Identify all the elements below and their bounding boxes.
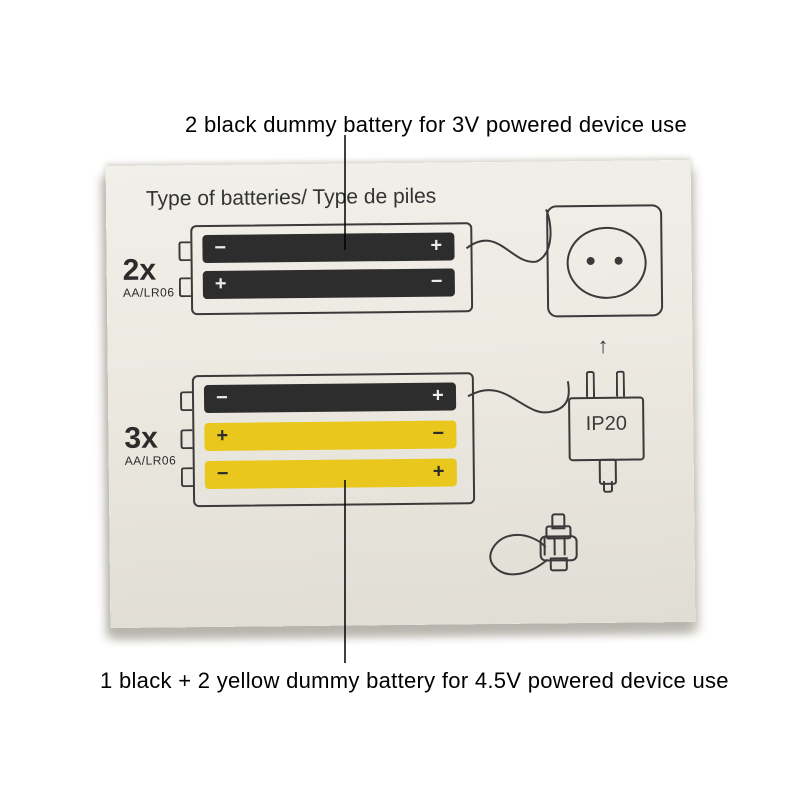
annotation-top: 2 black dummy battery for 3V powered dev… [185, 112, 687, 138]
adapter-jack-tip [603, 481, 613, 493]
count-label-3x: 3x AA/LR06 [124, 421, 176, 468]
outlet-ring [566, 226, 647, 299]
count-3x-big: 3x [124, 422, 158, 455]
battery-terminal [178, 241, 190, 261]
battery-cell-yellow: −+ [205, 458, 457, 489]
wall-outlet-icon [546, 204, 663, 317]
battery-cell-black: −+ [202, 232, 454, 263]
stage: 2 black dummy battery for 3V powered dev… [0, 0, 800, 800]
battery-terminal [179, 277, 191, 297]
battery-terminal [180, 429, 192, 449]
battery-cell-black: −+ [203, 268, 455, 299]
annotation-bottom: 1 black + 2 yellow dummy battery for 4.5… [100, 668, 729, 694]
power-adapter-icon: IP20 [568, 396, 645, 461]
outlet-hole [587, 257, 595, 265]
count-2x-spec: AA/LR06 [123, 285, 175, 300]
count-3x-spec: AA/LR06 [125, 453, 177, 468]
arrow-up-icon: ↑ [597, 333, 608, 359]
adapter-prong [586, 371, 595, 397]
adapter-prong [616, 371, 625, 397]
count-2x-big: 2x [123, 254, 157, 287]
paper-title: Type of batteries/ Type de piles [146, 185, 437, 212]
count-label-2x: 2x AA/LR06 [123, 253, 175, 300]
outlet-hole [615, 257, 623, 265]
battery-cell-yellow: −+ [204, 420, 456, 451]
battery-cell-black: −+ [204, 382, 456, 413]
instruction-paper: Type of batteries/ Type de piles 2x AA/L… [106, 160, 696, 628]
battery-terminal [180, 391, 192, 411]
battery-terminal [181, 467, 193, 487]
adapter-label: IP20 [586, 413, 627, 435]
